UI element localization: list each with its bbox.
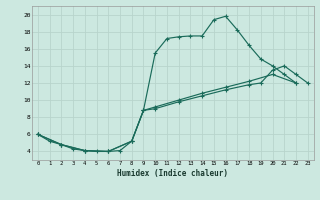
X-axis label: Humidex (Indice chaleur): Humidex (Indice chaleur) xyxy=(117,169,228,178)
